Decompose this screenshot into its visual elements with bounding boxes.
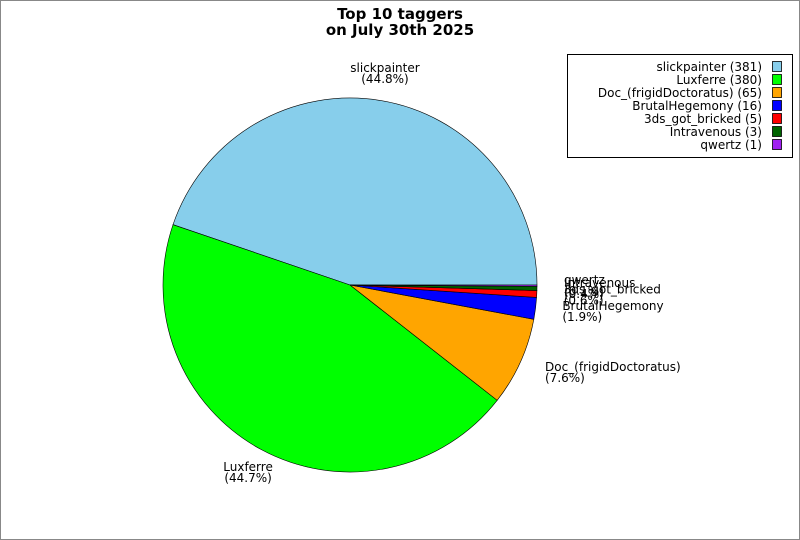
legend-swatch (772, 100, 782, 111)
slice-value-label: (44.7%) (224, 471, 271, 485)
legend-swatch (772, 126, 782, 137)
slice-label: slickpainter (350, 61, 419, 75)
legend-label: qwertz (1) (700, 138, 762, 152)
pie-slice (172, 97, 538, 286)
legend-swatch (772, 74, 782, 85)
legend-box (567, 54, 793, 158)
pie-slice (349, 284, 538, 287)
slice-value-label: (7.6%) (545, 371, 585, 385)
slice-label: 3ds_got_bricked (564, 282, 661, 296)
slice-label: Doc_(frigidDoctoratus) (545, 360, 681, 374)
slice-label: BrutalHegemony (562, 299, 663, 313)
slice-value-label: (0.4%) (564, 287, 604, 301)
slice-value-label: (0.6%) (564, 293, 604, 307)
slice-value-label: (44.8%) (361, 72, 408, 86)
legend-swatch (772, 87, 782, 98)
legend-label: 3ds_got_bricked (5) (644, 112, 762, 126)
slice-label: qwertz (564, 273, 605, 287)
legend-label: Luxferre (380) (676, 73, 762, 87)
pie-slice (162, 224, 498, 473)
slice-value-label: (1.9%) (562, 310, 602, 324)
chart-title: Top 10 taggers (337, 5, 463, 23)
legend-swatch (772, 139, 782, 150)
legend-label: slickpainter (381) (657, 60, 762, 74)
legend-label: Doc_(frigidDoctoratus) (65) (598, 86, 762, 100)
legend-label: Intravenous (3) (670, 125, 762, 139)
slice-value-label: (0.1%) (564, 284, 604, 298)
chart-subtitle: on July 30th 2025 (326, 21, 474, 39)
slice-label: Intravenous (564, 276, 635, 290)
legend-swatch (772, 113, 782, 124)
legend-swatch (772, 61, 782, 72)
legend-label: BrutalHegemony (16) (632, 99, 762, 113)
slice-label: Luxferre (223, 460, 273, 474)
